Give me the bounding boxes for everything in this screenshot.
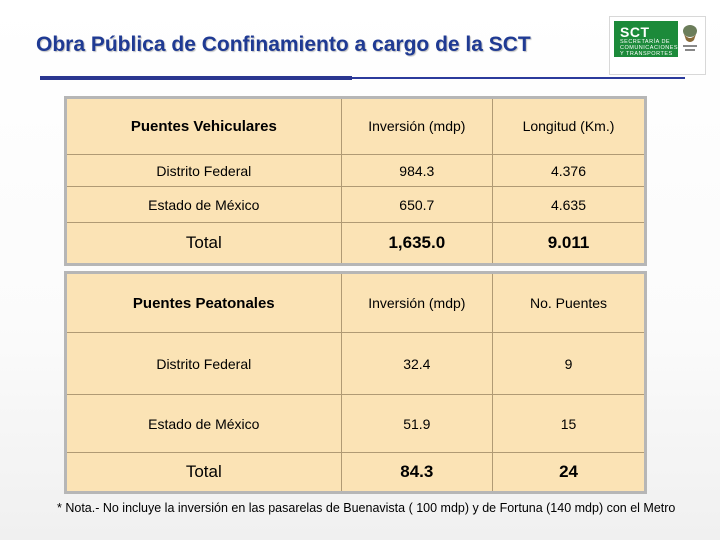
footnote: * Nota.- No incluye la inversión en las … [57, 501, 676, 515]
table-total-row: Total 84.3 24 [65, 452, 646, 493]
title-underline [40, 77, 685, 79]
row-inversion: 984.3 [340, 154, 493, 187]
table-header-row: Puentes Vehiculares Inversión (mdp) Long… [65, 97, 647, 155]
row-no-puentes: 15 [492, 394, 646, 453]
row-longitud: 4.376 [491, 154, 647, 187]
header-inversion: Inversión (mdp) [340, 97, 493, 155]
sct-logo-acronym: SCT [620, 24, 650, 40]
row-label: Distrito Federal [65, 332, 342, 395]
page-title: Obra Pública de Confinamiento a cargo de… [36, 33, 531, 56]
row-label: Distrito Federal [65, 154, 342, 187]
total-no-puentes: 24 [492, 452, 646, 493]
table-row: Estado de México 650.7 4.635 [65, 186, 647, 223]
table-header-row: Puentes Peatonales Inversión (mdp) No. P… [65, 272, 646, 333]
header-puentes-peatonales: Puentes Peatonales [65, 272, 342, 333]
sct-logo: SCT SECRETARÍA DE COMUNICACIONES Y TRANS… [609, 16, 706, 75]
total-label: Total [65, 452, 342, 493]
row-longitud: 4.635 [491, 186, 647, 223]
total-longitud: 9.011 [491, 222, 647, 265]
row-no-puentes: 9 [492, 332, 646, 395]
table-puentes-vehiculares: Puentes Vehiculares Inversión (mdp) Long… [64, 96, 647, 266]
table-row: Distrito Federal 32.4 9 [65, 332, 646, 395]
table-row: Distrito Federal 984.3 4.376 [65, 154, 647, 187]
table-puentes-peatonales: Puentes Peatonales Inversión (mdp) No. P… [64, 271, 647, 494]
sct-logo-line-1: SECRETARÍA DE [620, 39, 671, 45]
table-row: Estado de México 51.9 15 [65, 394, 646, 453]
row-label: Estado de México [65, 394, 342, 453]
total-label: Total [65, 222, 342, 265]
header-longitud: Longitud (Km.) [491, 97, 647, 155]
row-inversion: 51.9 [340, 394, 494, 453]
header-no-puentes: No. Puentes [492, 272, 646, 333]
header-inversion: Inversión (mdp) [340, 272, 494, 333]
mexico-seal-icon [683, 25, 697, 51]
row-inversion: 650.7 [340, 186, 493, 223]
title-underline-accent [40, 76, 352, 80]
table-total-row: Total 1,635.0 9.011 [65, 222, 647, 265]
sct-logo-line-3: Y TRANSPORTES [620, 51, 673, 57]
sct-logo-badge: SCT SECRETARÍA DE COMUNICACIONES Y TRANS… [614, 21, 678, 57]
total-inversion: 1,635.0 [340, 222, 493, 265]
total-inversion: 84.3 [340, 452, 494, 493]
row-label: Estado de México [65, 186, 342, 223]
sct-logo-line-2: COMUNICACIONES [620, 45, 679, 51]
header-puentes-vehiculares: Puentes Vehiculares [65, 97, 342, 155]
row-inversion: 32.4 [340, 332, 494, 395]
